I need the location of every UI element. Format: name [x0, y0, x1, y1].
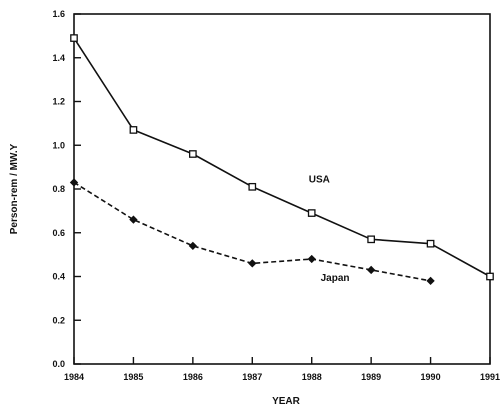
point-japan	[188, 241, 198, 251]
x-tick-label: 1988	[302, 372, 322, 382]
series-markers	[69, 34, 494, 286]
x-axis-title: YEAR	[272, 396, 301, 407]
plot-frame	[73, 13, 491, 365]
point-usa	[486, 272, 494, 281]
y-axis-title: Person-rem / MW.Y	[9, 143, 20, 234]
x-tick-label: 1984	[64, 372, 84, 382]
y-tick-label: 0.0	[52, 359, 65, 369]
series-lines	[73, 37, 491, 282]
axes	[73, 13, 491, 365]
x-tick-label: 1985	[123, 372, 143, 382]
series-line-usa	[73, 37, 491, 278]
y-tick-label: 1.0	[52, 140, 65, 150]
y-tick-label: 1.6	[52, 9, 65, 19]
tick-labels: 0.0 0.2 0.4 0.6 0.8 1.0 1.2 1.4 1.6 1984 1985 1986 1…	[52, 9, 500, 382]
point-usa	[248, 182, 257, 191]
series-label-japan: Japan	[321, 273, 350, 284]
x-tick-label: 1987	[242, 372, 262, 382]
point-usa	[70, 34, 78, 42]
y-tick-label: 0.4	[52, 272, 65, 282]
series-label-usa: USA	[309, 174, 330, 185]
x-tick-label: 1991	[480, 372, 500, 382]
point-usa	[129, 126, 138, 134]
point-usa	[189, 150, 197, 158]
tick-marks	[73, 13, 491, 365]
x-tick-label: 1989	[361, 372, 381, 382]
y-tick-label: 0.6	[52, 228, 65, 238]
y-tick-label: 0.2	[52, 315, 65, 325]
point-japan	[248, 259, 257, 268]
y-tick-label: 1.2	[52, 97, 65, 107]
point-japan	[307, 254, 316, 264]
series-labels: USA Japan	[309, 174, 350, 283]
point-usa	[426, 239, 435, 248]
point-usa	[307, 209, 316, 217]
point-japan	[69, 178, 79, 187]
x-tick-label: 1990	[421, 372, 441, 382]
point-usa	[367, 235, 375, 244]
y-tick-label: 0.8	[52, 184, 65, 194]
point-japan	[426, 276, 435, 286]
point-japan	[366, 265, 376, 275]
x-tick-label: 1986	[183, 372, 203, 382]
y-tick-label: 1.4	[52, 53, 65, 63]
point-japan	[129, 215, 138, 224]
